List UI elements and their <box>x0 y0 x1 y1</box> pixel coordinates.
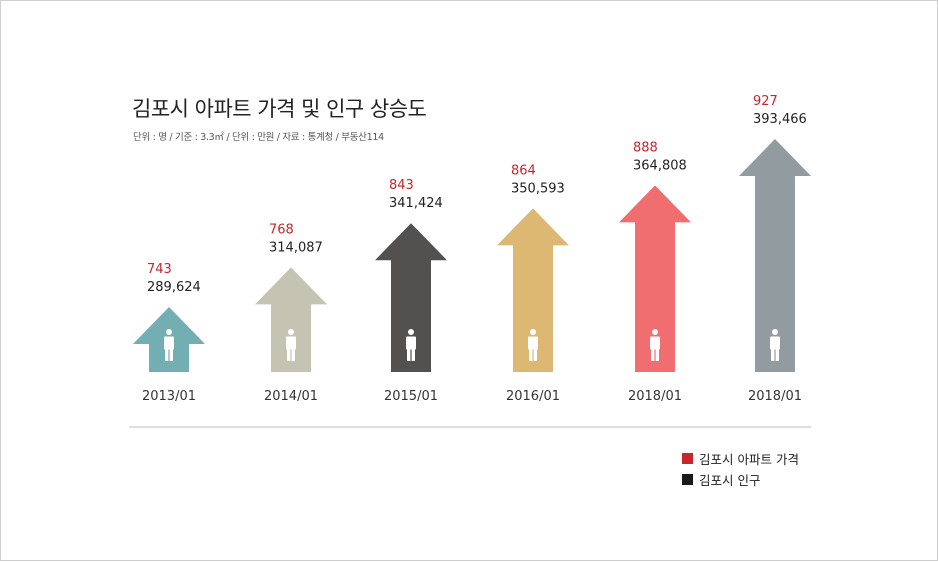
price-label: 927 <box>753 94 778 109</box>
category-label: 2014/01 <box>264 389 318 404</box>
price-label: 768 <box>269 222 294 237</box>
legend-label-price: 김포시 아파트 가격 <box>699 451 799 467</box>
population-label: 289,624 <box>147 280 201 295</box>
person-icon <box>164 329 174 361</box>
category-label: 2015/01 <box>384 389 438 404</box>
person-icon <box>770 329 780 361</box>
legend-swatch-price <box>682 452 693 464</box>
legend: 김포시 아파트 가격 김포시 인구 <box>682 448 799 490</box>
category-label: 2018/01 <box>628 389 682 404</box>
category-label: 2016/01 <box>506 389 560 404</box>
legend-item-price: 김포시 아파트 가격 <box>682 448 799 468</box>
arrow-bar-6 <box>739 139 811 372</box>
chart-title: 김포시 아파트 가격 및 인구 상승도 <box>132 97 427 121</box>
person-icon <box>286 329 296 361</box>
chart-subtitle: 단위 : 명 / 기준 : 3.3㎡ / 단위 : 만원 / 자료 : 통계청 … <box>133 132 384 143</box>
person-icon <box>406 329 416 361</box>
price-label: 888 <box>633 140 658 155</box>
arrow-bar-2 <box>255 267 327 372</box>
population-label: 393,466 <box>753 112 807 127</box>
person-icon <box>528 329 538 361</box>
arrow-bar-3 <box>375 223 447 372</box>
arrow-bar-4 <box>497 208 569 372</box>
population-label: 341,424 <box>389 196 443 211</box>
legend-label-population: 김포시 인구 <box>699 472 761 488</box>
legend-item-population: 김포시 인구 <box>682 469 799 489</box>
price-label: 864 <box>511 163 536 178</box>
price-label: 743 <box>147 262 172 277</box>
population-label: 350,593 <box>511 181 565 196</box>
price-label: 843 <box>389 178 414 193</box>
population-label: 364,808 <box>633 158 687 173</box>
category-label: 2018/01 <box>748 389 802 404</box>
arrow-bar-5 <box>619 185 691 372</box>
category-label: 2013/01 <box>142 389 196 404</box>
legend-swatch-population <box>682 473 693 485</box>
population-label: 314,087 <box>269 240 323 255</box>
person-icon <box>650 329 660 361</box>
